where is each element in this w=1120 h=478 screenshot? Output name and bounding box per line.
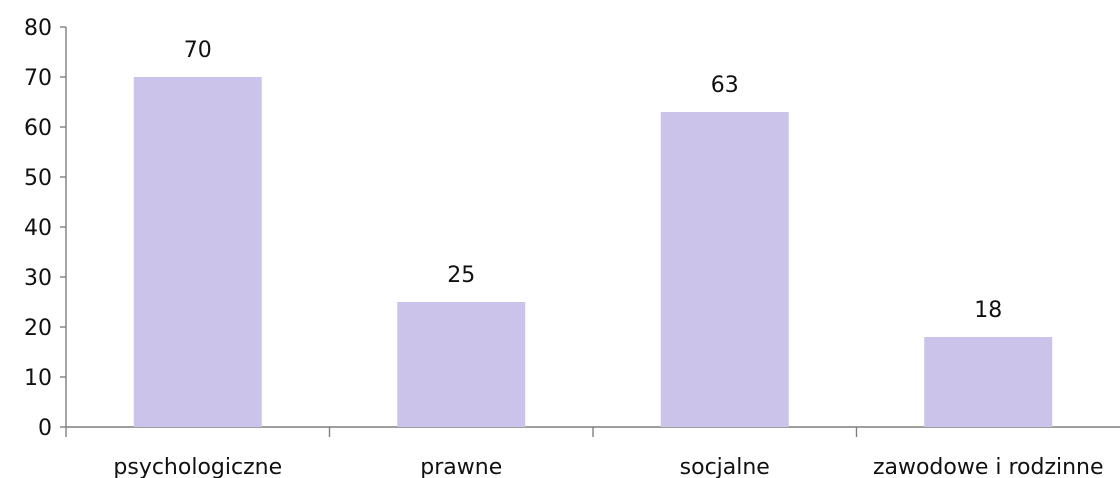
x-axis: psychologiczne prawne socjalne zawodowe i r… (66, 426, 1120, 478)
y-tick-label: 30 (24, 266, 52, 291)
y-tick-label: 0 (38, 416, 52, 441)
x-tick-label: socjalne (680, 455, 770, 478)
y-tick-label: 80 (24, 16, 52, 41)
bar-prawne (397, 302, 526, 427)
y-tick-label: 10 (24, 366, 52, 391)
x-tick-label: zawodowe i rodzinne (873, 455, 1104, 478)
data-label: 18 (974, 298, 1002, 323)
data-label: 70 (184, 38, 212, 63)
y-tick-label: 60 (24, 116, 52, 141)
y-axis: 0 10 20 30 40 50 60 70 80 (24, 16, 67, 441)
bar-zawodowe-i-rodzinne (924, 337, 1053, 427)
x-tick-label: prawne (420, 455, 502, 478)
x-tick-label: psychologiczne (113, 455, 282, 478)
y-tick-label: 70 (24, 66, 52, 91)
y-tick-label: 40 (24, 216, 52, 241)
data-label: 25 (447, 263, 475, 288)
y-tick-label: 20 (24, 316, 52, 341)
bar-psychologiczne (133, 77, 262, 427)
data-labels: 70 25 63 18 (184, 38, 1003, 323)
bars (133, 77, 1053, 427)
data-label: 63 (711, 73, 739, 98)
y-tick-label: 50 (24, 166, 52, 191)
bar-socjalne (660, 112, 789, 427)
